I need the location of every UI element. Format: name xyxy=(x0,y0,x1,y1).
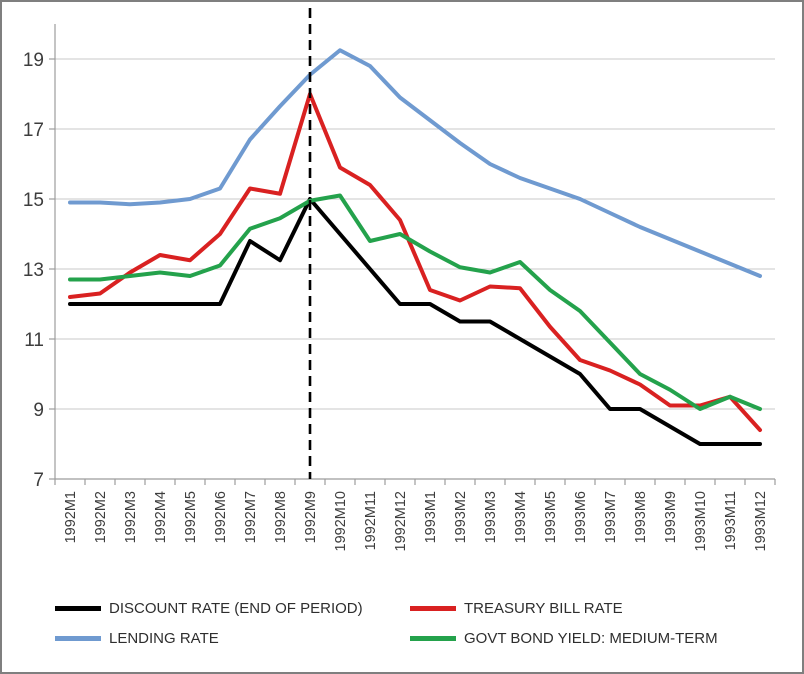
x-label-1992M6: 1992M6 xyxy=(213,491,229,543)
y-tick-label-15: 15 xyxy=(23,190,44,211)
x-label-1992M7: 1992M7 xyxy=(243,491,259,543)
x-label-1993M1: 1993M1 xyxy=(423,491,439,543)
x-label-1993M4: 1993M4 xyxy=(513,491,529,543)
series-line-lending-rate[interactable] xyxy=(68,48,762,278)
legend-label-govt-bond-yield: GOVT BOND YIELD: MEDIUM-TERM xyxy=(464,629,718,647)
legend-swatch-govt-bond-yield xyxy=(410,635,456,641)
x-label-1992M2: 1992M2 xyxy=(93,491,109,543)
y-tick-label-7: 7 xyxy=(33,470,44,491)
legend-item-treasury-bill-rate[interactable]: TREASURY BILL RATE xyxy=(410,598,623,618)
x-label-1992M9: 1992M9 xyxy=(303,491,319,543)
x-label-1992M12: 1992M12 xyxy=(393,491,409,551)
x-label-1993M2: 1993M2 xyxy=(453,491,469,543)
series-line-govt-bond-yield[interactable] xyxy=(68,193,762,411)
legend-item-discount-rate[interactable]: DISCOUNT RATE (END OF PERIOD) xyxy=(55,598,363,618)
legend-item-govt-bond-yield[interactable]: GOVT BOND YIELD: MEDIUM-TERM xyxy=(410,628,718,648)
x-label-1992M8: 1992M8 xyxy=(273,491,289,543)
legend-label-treasury-bill-rate: TREASURY BILL RATE xyxy=(464,599,623,617)
x-label-1992M5: 1992M5 xyxy=(183,491,199,543)
x-label-1993M5: 1993M5 xyxy=(543,491,559,543)
x-label-1993M12: 1993M12 xyxy=(753,491,769,551)
x-label-1992M10: 1992M10 xyxy=(333,491,349,551)
x-label-1992M1: 1992M1 xyxy=(63,491,79,543)
legend-swatch-lending-rate xyxy=(55,635,101,641)
x-label-1993M7: 1993M7 xyxy=(603,491,619,543)
y-tick-label-17: 17 xyxy=(23,120,44,141)
x-label-1992M4: 1992M4 xyxy=(153,491,169,543)
x-label-1993M8: 1993M8 xyxy=(633,491,649,543)
x-label-1992M3: 1992M3 xyxy=(123,491,139,543)
series-line-treasury-bill-rate[interactable] xyxy=(68,92,762,432)
x-label-1993M3: 1993M3 xyxy=(483,491,499,543)
legend-swatch-treasury-bill-rate xyxy=(410,605,456,611)
x-label-1993M9: 1993M9 xyxy=(663,491,679,543)
y-tick-label-19: 19 xyxy=(23,50,44,71)
legend-item-lending-rate[interactable]: LENDING RATE xyxy=(55,628,219,648)
x-label-1993M10: 1993M10 xyxy=(693,491,709,551)
y-tick-label-9: 9 xyxy=(33,400,44,421)
legend-label-discount-rate: DISCOUNT RATE (END OF PERIOD) xyxy=(109,599,363,617)
series-line-discount-rate[interactable] xyxy=(68,197,762,446)
y-tick-label-13: 13 xyxy=(23,260,44,281)
x-label-1993M6: 1993M6 xyxy=(573,491,589,543)
legend-label-lending-rate: LENDING RATE xyxy=(109,629,219,647)
y-tick-label-11: 11 xyxy=(24,330,44,351)
x-label-1992M11: 1992M11 xyxy=(363,491,379,550)
legend-swatch-discount-rate xyxy=(55,605,101,611)
x-label-1993M11: 1993M11 xyxy=(723,491,739,550)
